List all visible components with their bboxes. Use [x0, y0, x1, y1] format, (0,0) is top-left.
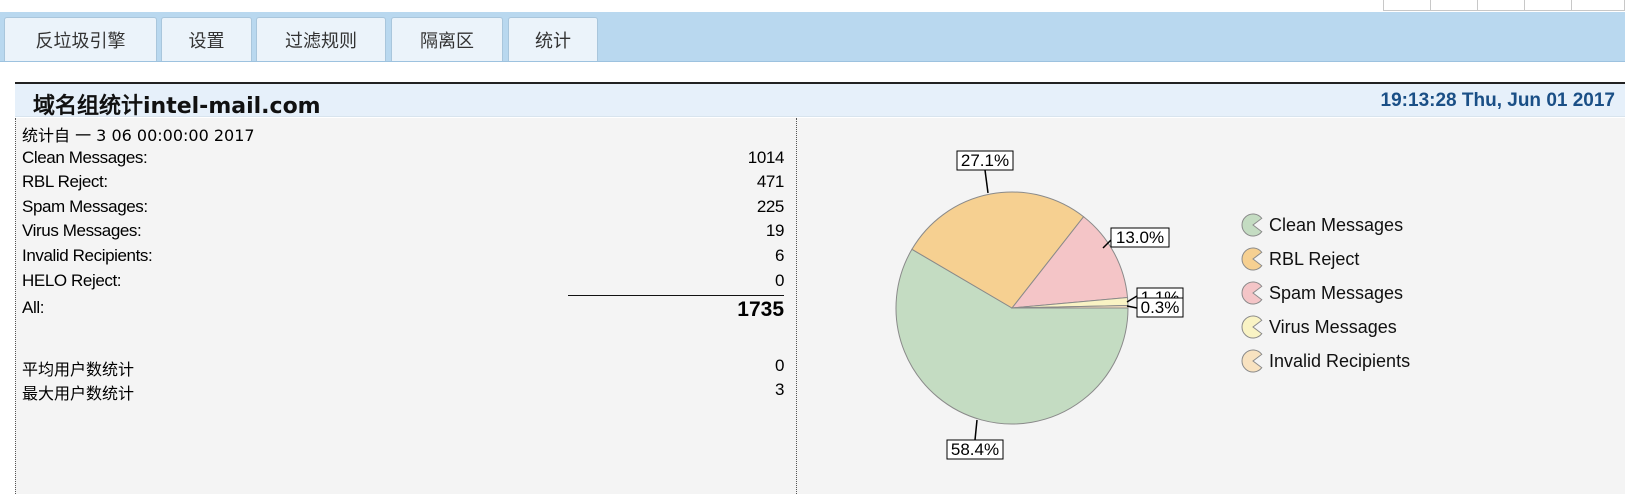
pie-label-box [1136, 297, 1184, 318]
stat-row-spam: Spam Messages: 225 [22, 195, 784, 219]
stat-label: RBL Reject: [22, 172, 108, 191]
pie-percent-label: 13.0% [1116, 228, 1164, 247]
pie-label-leader [1126, 295, 1138, 303]
pie-label-leader [984, 169, 989, 194]
toolbar-box[interactable] [1430, 0, 1477, 11]
legend-swatch-icon [1241, 247, 1263, 271]
stat-value: 3 [774, 380, 784, 399]
pie-slice-rbl-reject [911, 191, 1085, 309]
stat-row-total: All: 1735 [22, 296, 784, 321]
top-toolbar [1383, 0, 1625, 11]
stat-value: 225 [756, 197, 785, 216]
pie-label-box [956, 150, 1014, 171]
pie-slice-spam-messages [1010, 216, 1129, 309]
toolbar-box[interactable] [1524, 0, 1571, 11]
pie-label-box [1110, 227, 1170, 248]
stat-label: HELO Reject: [22, 271, 122, 290]
tab-quarantine[interactable]: 隔离区 [391, 17, 503, 61]
toolbar-box[interactable] [1571, 0, 1625, 11]
tab-settings[interactable]: 设置 [161, 17, 252, 61]
stat-label: Spam Messages: [22, 197, 148, 216]
stats-since: 统计自 一 3 06 00:00:00 2017 [22, 120, 784, 145]
stats-since-text: 统计自 一 3 06 00:00:00 2017 [22, 126, 255, 145]
stat-value: 19 [765, 221, 785, 240]
tab-bar: 反垃圾引擎 设置 过滤规则 隔离区 统计 [0, 12, 1625, 62]
chart-panel: 58.4%27.1%13.0%1.1%0.3%Clean MessagesRBL… [797, 118, 1625, 494]
pie-slice-clean-messages [895, 248, 1129, 425]
stat-row-clean: Clean Messages: 1014 [22, 146, 784, 170]
stat-row-rbl: RBL Reject: 471 [22, 170, 784, 194]
legend-swatch-icon [1241, 349, 1263, 373]
legend-label: Invalid Recipients [1269, 351, 1410, 371]
total-value: 1735 [737, 298, 784, 321]
page-title: 域名组统计intel-mail.com [33, 94, 321, 119]
stat-row-virus: Virus Messages: 19 [22, 219, 784, 243]
stat-label: Invalid Recipients: [22, 246, 153, 265]
pie-percent-label: 58.4% [951, 440, 999, 459]
stat-value: 0 [774, 271, 784, 290]
legend-label: Clean Messages [1269, 215, 1403, 235]
toolbar-box[interactable] [1383, 0, 1430, 11]
datetime-display: 19:13:28 Thu, Jun 01 2017 [1380, 90, 1615, 111]
stat-value: 0 [774, 356, 784, 375]
legend-swatch-icon [1241, 315, 1263, 339]
legend-swatch-icon [1241, 281, 1263, 305]
total-divider [568, 295, 784, 296]
stat-value: 6 [774, 246, 784, 265]
legend-swatch-icon [1241, 213, 1263, 237]
stat-row-helo: HELO Reject: 0 [22, 269, 784, 293]
legend-label: Virus Messages [1269, 317, 1397, 337]
stat-label: 平均用户数统计 [22, 360, 135, 379]
tab-statistics[interactable]: 统计 [508, 17, 598, 61]
section-header: 域名组统计intel-mail.com 19:13:28 Thu, Jun 01… [15, 82, 1625, 119]
pie-label-box [946, 439, 1004, 460]
stat-row-max-users: 最大用户数统计 3 [22, 378, 784, 403]
toolbar-box[interactable] [1477, 0, 1524, 11]
pie-percent-label: 27.1% [961, 151, 1009, 170]
pie-label-leader [974, 419, 978, 441]
stat-label: Virus Messages: [22, 221, 142, 240]
legend-label: Spam Messages [1269, 283, 1403, 303]
stat-label: Clean Messages: [22, 148, 148, 167]
tab-antispam-engine[interactable]: 反垃圾引擎 [4, 17, 157, 61]
tab-filter-rules[interactable]: 过滤规则 [256, 17, 386, 61]
stat-row-avg-users: 平均用户数统计 0 [22, 354, 784, 379]
total-label: All: [22, 298, 45, 317]
pie-chart: 58.4%27.1%13.0%1.1%0.3%Clean MessagesRBL… [895, 150, 1410, 460]
stat-value: 471 [756, 172, 785, 191]
stat-value: 1014 [747, 148, 785, 167]
stat-label: 最大用户数统计 [22, 384, 135, 403]
legend-label: RBL Reject [1269, 249, 1359, 269]
stat-row-invalid: Invalid Recipients: 6 [22, 244, 784, 268]
stats-panel: 统计自 一 3 06 00:00:00 2017 Clean Messages:… [15, 118, 797, 494]
pie-label-leader [1126, 305, 1138, 309]
pie-percent-label: 0.3% [1141, 298, 1180, 317]
